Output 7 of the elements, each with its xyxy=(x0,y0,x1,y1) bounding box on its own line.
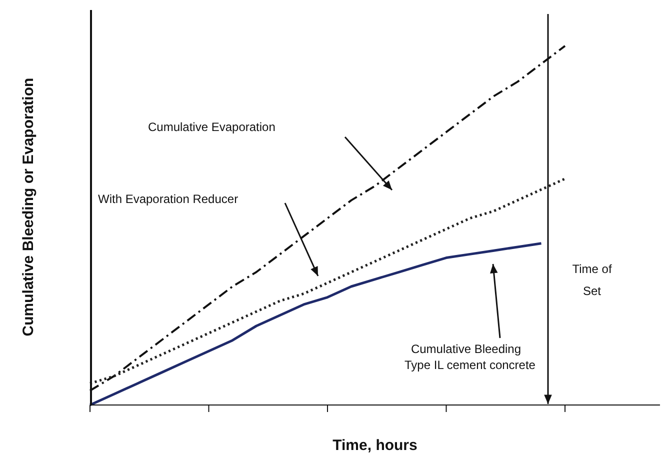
annotation: Time of Set xyxy=(572,261,612,300)
y-axis-title: Cumulative Bleeding or Evaporation xyxy=(20,76,38,338)
annotation: Cumulative Bleeding xyxy=(410,342,522,356)
annotation: Type IL cement concrete xyxy=(404,358,536,372)
x-axis-title: Time, hours xyxy=(332,437,418,454)
annotation: Cumulative Evaporation xyxy=(148,120,276,134)
annotation: With Evaporation Reducer xyxy=(98,192,238,206)
